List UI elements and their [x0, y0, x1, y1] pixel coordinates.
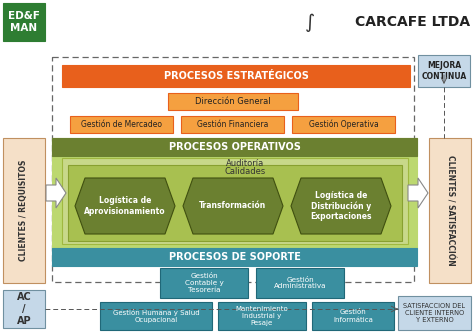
Text: Logística de
Aprovisionamiento: Logística de Aprovisionamiento — [84, 196, 166, 216]
Text: PROCESOS OPERATIVOS: PROCESOS OPERATIVOS — [169, 142, 301, 152]
Text: CLIENTES / REQUISITOS: CLIENTES / REQUISITOS — [19, 159, 28, 261]
Bar — [398, 296, 471, 330]
Text: Gestión Financiera: Gestión Financiera — [197, 120, 268, 129]
Bar — [100, 302, 212, 330]
Bar — [181, 116, 284, 133]
Text: Auditoría: Auditoría — [226, 158, 264, 168]
Bar — [292, 116, 395, 133]
Text: ∫: ∫ — [305, 12, 315, 31]
Text: Calidades: Calidades — [224, 166, 265, 176]
Text: Dirección General: Dirección General — [195, 97, 271, 106]
Bar — [3, 3, 45, 41]
Bar — [3, 290, 45, 328]
Text: PROCESOS DE SOPORTE: PROCESOS DE SOPORTE — [169, 252, 301, 262]
Text: Gestión de Mercadeo: Gestión de Mercadeo — [81, 120, 162, 129]
Bar — [3, 138, 45, 283]
Text: PROCESOS ESTRATÉGICOS: PROCESOS ESTRATÉGICOS — [164, 71, 309, 81]
Bar — [256, 268, 344, 298]
Polygon shape — [75, 178, 175, 234]
Text: CARCAFE LTDA: CARCAFE LTDA — [355, 15, 470, 29]
Text: CLIENTES / SATISFACCIÓN: CLIENTES / SATISFACCIÓN — [446, 155, 455, 265]
Bar — [70, 116, 173, 133]
Bar — [62, 65, 410, 87]
Text: Gestión
Informática: Gestión Informática — [333, 310, 373, 323]
Text: Mantenimiento
Industrial y
Pesaje: Mantenimiento Industrial y Pesaje — [236, 306, 288, 326]
Polygon shape — [46, 178, 66, 208]
Bar — [218, 302, 306, 330]
Bar — [168, 93, 298, 110]
Text: ED&F
MAN: ED&F MAN — [8, 11, 40, 33]
Text: MEJORA
CONTINUA: MEJORA CONTINUA — [421, 61, 466, 81]
Bar — [52, 57, 414, 282]
Bar — [429, 138, 471, 283]
Text: Gestión Humana y Salud
Ocupacional: Gestión Humana y Salud Ocupacional — [113, 309, 199, 323]
Text: Gestión Operativa: Gestión Operativa — [309, 120, 378, 129]
Bar — [160, 268, 248, 298]
Bar — [52, 138, 417, 248]
Text: Gestión
Administrativa: Gestión Administrativa — [274, 276, 326, 289]
Text: Transformación: Transformación — [200, 201, 266, 210]
Bar — [62, 158, 408, 244]
Bar — [312, 302, 394, 330]
Text: Logística de
Distribución y
Exportaciones: Logística de Distribución y Exportacione… — [310, 191, 372, 221]
Bar — [52, 248, 417, 266]
Text: AC
/
AP: AC / AP — [17, 292, 31, 326]
Text: Gestión
Contable y
Tesorería: Gestión Contable y Tesorería — [185, 273, 223, 293]
Bar — [418, 55, 470, 87]
Text: SATISFACCION DEL
CLIENTE INTERNO
Y EXTERNO: SATISFACCION DEL CLIENTE INTERNO Y EXTER… — [403, 303, 465, 323]
Polygon shape — [183, 178, 283, 234]
Bar — [52, 138, 417, 156]
Polygon shape — [408, 178, 428, 208]
Polygon shape — [291, 178, 391, 234]
Bar — [68, 165, 402, 241]
